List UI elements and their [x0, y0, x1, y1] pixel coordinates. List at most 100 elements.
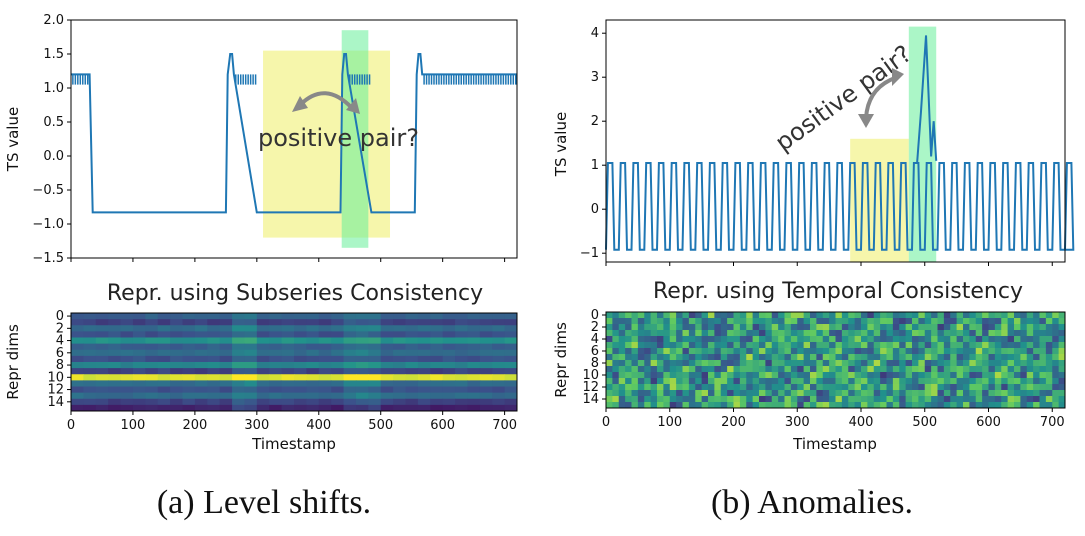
heatmap-cell: [924, 402, 932, 409]
x-ticks: 0 100 200 300 400 500 600 700: [67, 411, 517, 433]
heatmap-cell: [442, 313, 456, 320]
heatmap-cell: [430, 343, 444, 351]
heatmap-cell: [393, 343, 406, 351]
heatmap-cell: [892, 312, 900, 319]
heatmap-cell: [982, 336, 989, 343]
heatmap-cell: [120, 374, 134, 381]
heatmap-cell: [714, 312, 722, 319]
heatmap-cell: [727, 402, 734, 409]
heatmap-cell: [886, 330, 894, 337]
heatmap-cell: [829, 318, 836, 325]
heatmap-frame: [70, 312, 518, 412]
heatmap-cell: [835, 330, 843, 337]
heatmap-cell: [355, 362, 369, 369]
heatmap-cell: [244, 374, 258, 381]
heatmap-cell: [708, 360, 715, 367]
heatmap-cell: [759, 378, 766, 385]
heatmap-cell: [612, 348, 620, 355]
heatmap-cell: [835, 324, 843, 331]
heatmap-cell: [943, 366, 951, 373]
heatmap-cell: [950, 330, 958, 337]
heatmap-cell: [771, 348, 779, 355]
heatmap-title: Repr. using Subseries Consistency: [107, 281, 483, 306]
heatmap-cell: [405, 386, 419, 394]
heatmap-cell: [950, 378, 958, 385]
heatmap-cell: [612, 372, 620, 379]
heatmap-cell: [701, 402, 709, 409]
heatmap-cell: [727, 318, 734, 325]
heatmap-cell: [479, 398, 493, 406]
heatmap-cell: [1045, 330, 1053, 337]
heatmap-cell: [816, 348, 824, 355]
heatmap-cell: [733, 402, 741, 409]
heatmap-cell: [650, 372, 658, 379]
heatmap-cell: [1052, 354, 1060, 361]
heatmap-cell: [803, 324, 811, 331]
heatmap-cell: [778, 360, 785, 367]
heatmap-cell: [752, 390, 760, 397]
heatmap-cell: [848, 312, 856, 319]
heatmap-cell: [269, 313, 283, 320]
heatmap-cell: [492, 313, 506, 320]
heatmap-cell: [232, 398, 245, 406]
heatmap-cell: [194, 374, 208, 381]
heatmap-cell: [618, 324, 626, 331]
heatmap-cell: [727, 336, 734, 343]
heatmap-cell: [994, 330, 1002, 337]
y-tick-label: 3: [591, 70, 599, 85]
heatmap-cell: [822, 384, 830, 391]
heatmap-cell: [479, 313, 493, 320]
heatmap-cell: [943, 318, 951, 325]
heatmap-cell: [637, 318, 645, 325]
heatmap-cell: [194, 319, 208, 326]
heatmap-cell: [835, 390, 843, 397]
heatmap-cell: [924, 324, 932, 331]
heatmap-cell: [937, 318, 945, 325]
heatmap-cell: [281, 404, 295, 412]
heatmap-cell: [1020, 366, 1028, 373]
heatmap-cell: [132, 404, 146, 412]
heatmap-cell: [256, 386, 270, 394]
heatmap-cell: [95, 319, 109, 326]
heatmap-cell: [727, 372, 734, 379]
heatmap-cell: [931, 390, 938, 397]
plot-frame: [605, 19, 1066, 263]
heatmap-cell: [637, 312, 645, 319]
heatmap-cell: [963, 312, 970, 319]
heatmap-cell: [405, 331, 419, 338]
heatmap-cell: [924, 378, 932, 385]
heatmap-cell: [631, 336, 639, 343]
heatmap-cell: [854, 354, 862, 361]
y-tick-label: 4: [591, 332, 599, 347]
heatmap-cell: [1039, 384, 1047, 391]
heatmap-cell: [504, 349, 518, 357]
heatmap-cell: [841, 324, 849, 331]
heatmap-cell: [1052, 312, 1060, 319]
heatmap-cell: [355, 325, 369, 332]
heatmap-cell: [829, 390, 836, 397]
heatmap-cell: [1058, 372, 1066, 379]
heatmap-cell: [269, 337, 283, 345]
heatmap-cell: [797, 348, 805, 355]
heatmap-cell: [829, 330, 836, 337]
heatmap-cell: [108, 380, 122, 387]
heatmap-cell: [269, 331, 283, 338]
heatmap-cell: [676, 366, 683, 373]
heatmap-cell: [810, 378, 817, 385]
heatmap-cell: [994, 360, 1002, 367]
heatmap-cell: [393, 349, 406, 357]
heatmap-cell: [306, 362, 320, 369]
heatmap-cell: [1045, 324, 1053, 331]
heatmap-cell: [822, 360, 830, 367]
heatmap-cell: [790, 354, 798, 361]
heatmap-cell: [663, 378, 671, 385]
heatmap-cell: [637, 336, 645, 343]
heatmap-cell: [343, 374, 357, 381]
heatmap-cell: [157, 313, 171, 320]
heatmap-cell: [867, 336, 875, 343]
heatmap-cell: [1033, 354, 1040, 361]
heatmap-cell: [417, 331, 431, 338]
